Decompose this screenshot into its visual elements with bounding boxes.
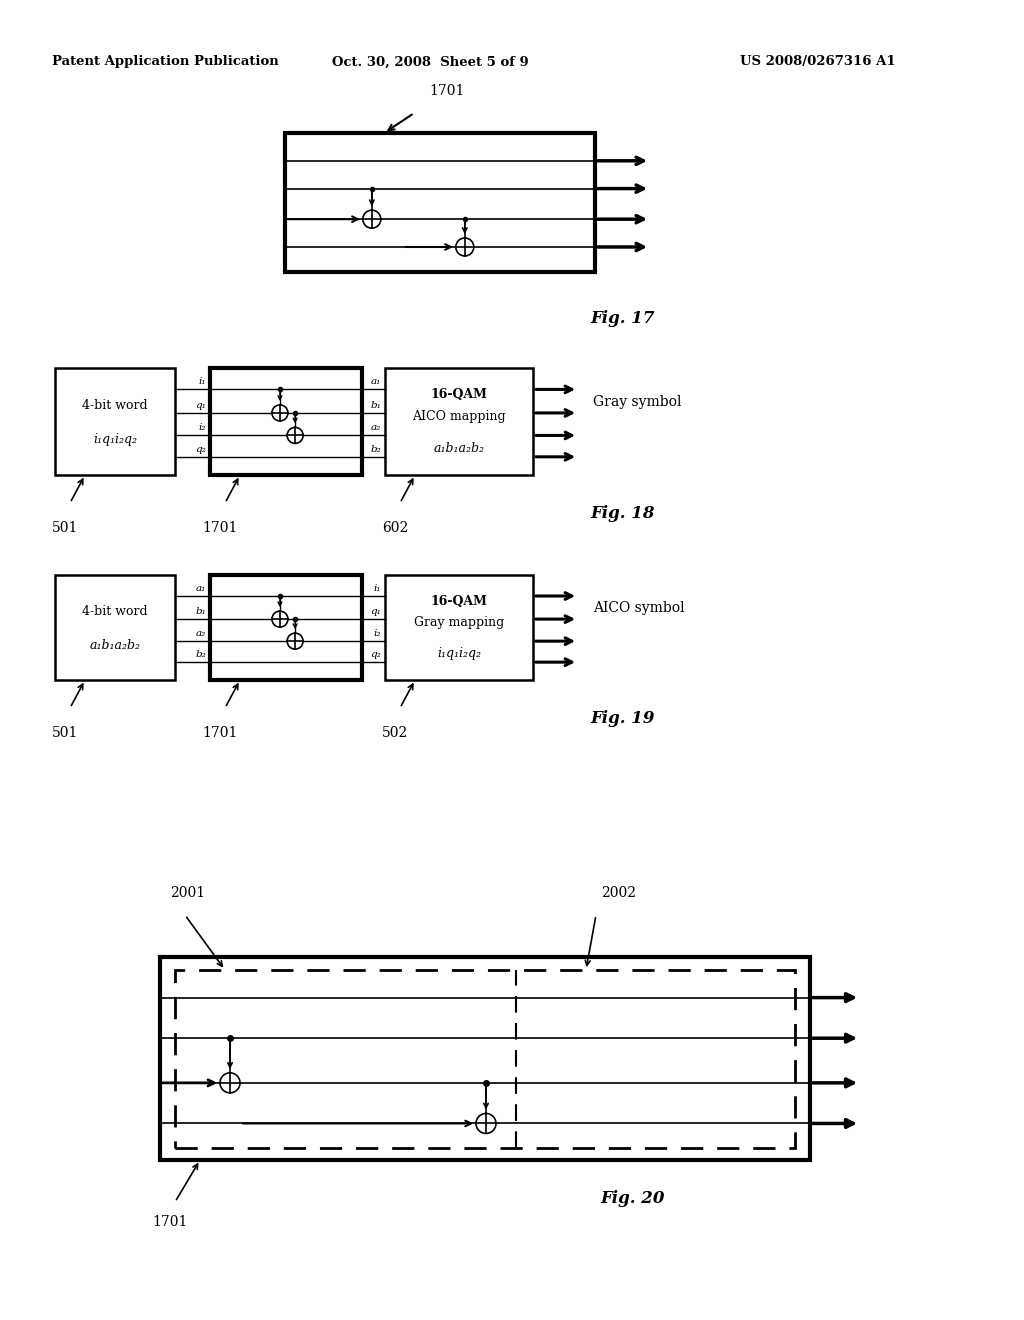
Circle shape	[456, 238, 474, 256]
Text: Fig. 20: Fig. 20	[600, 1191, 665, 1206]
Text: a₂: a₂	[371, 424, 381, 433]
Text: Fig. 19: Fig. 19	[590, 710, 654, 727]
Text: 2001: 2001	[170, 886, 205, 900]
Text: 4-bit word: 4-bit word	[82, 606, 147, 618]
Text: 4-bit word: 4-bit word	[82, 399, 147, 412]
Bar	[175, 970, 795, 1148]
Text: 1701: 1701	[203, 726, 238, 741]
Text: a₁b₁a₂b₂: a₁b₁a₂b₂	[89, 639, 140, 652]
Bar	[210, 576, 362, 680]
Text: Gray symbol: Gray symbol	[593, 395, 682, 409]
Text: a₂: a₂	[196, 630, 206, 638]
Circle shape	[287, 428, 303, 444]
Bar	[55, 368, 175, 475]
Text: 1701: 1701	[429, 84, 465, 98]
Text: 501: 501	[52, 726, 78, 741]
Bar	[385, 576, 534, 680]
Text: Gray mapping: Gray mapping	[414, 615, 504, 628]
Text: b₁: b₁	[196, 607, 206, 616]
Text: AICO symbol: AICO symbol	[593, 601, 685, 615]
Text: 602: 602	[382, 521, 409, 535]
Text: i₁q₁i₂q₂: i₁q₁i₂q₂	[437, 647, 481, 660]
Text: b₁: b₁	[371, 401, 381, 411]
Circle shape	[272, 405, 288, 421]
Circle shape	[476, 1114, 496, 1134]
Circle shape	[287, 634, 303, 649]
Bar	[160, 957, 810, 1160]
Text: 2002: 2002	[601, 886, 636, 900]
Bar	[385, 368, 534, 475]
Text: 1701: 1701	[203, 521, 238, 535]
Bar	[210, 368, 362, 475]
Text: 502: 502	[382, 726, 409, 741]
Text: b₂: b₂	[196, 651, 206, 659]
Text: i₁q₁i₂q₂: i₁q₁i₂q₂	[93, 433, 137, 446]
Text: q₂: q₂	[371, 651, 381, 659]
Text: Fig. 18: Fig. 18	[590, 506, 654, 521]
Text: i₁: i₁	[374, 583, 381, 593]
Text: q₁: q₁	[196, 401, 206, 411]
Text: q₂: q₂	[196, 445, 206, 454]
Circle shape	[272, 611, 288, 627]
Circle shape	[220, 1073, 240, 1093]
Text: US 2008/0267316 A1: US 2008/0267316 A1	[740, 55, 896, 69]
Text: AICO mapping: AICO mapping	[413, 409, 506, 422]
Text: 501: 501	[52, 521, 78, 535]
Text: 16-QAM: 16-QAM	[430, 595, 487, 607]
Text: i₂: i₂	[374, 630, 381, 638]
Text: b₂: b₂	[371, 445, 381, 454]
Text: 1701: 1701	[153, 1214, 187, 1229]
Text: Fig. 17: Fig. 17	[590, 310, 654, 327]
Text: q₁: q₁	[371, 607, 381, 616]
Text: a₁b₁a₂b₂: a₁b₁a₂b₂	[433, 442, 484, 455]
Text: i₁: i₁	[199, 378, 206, 387]
Text: a₁: a₁	[371, 378, 381, 387]
Circle shape	[362, 210, 381, 228]
Text: Patent Application Publication: Patent Application Publication	[52, 55, 279, 69]
Text: Oct. 30, 2008  Sheet 5 of 9: Oct. 30, 2008 Sheet 5 of 9	[332, 55, 528, 69]
Text: 16-QAM: 16-QAM	[430, 388, 487, 401]
Bar	[55, 576, 175, 680]
Bar	[285, 133, 595, 272]
Text: i₂: i₂	[199, 424, 206, 433]
Text: a₁: a₁	[196, 583, 206, 593]
